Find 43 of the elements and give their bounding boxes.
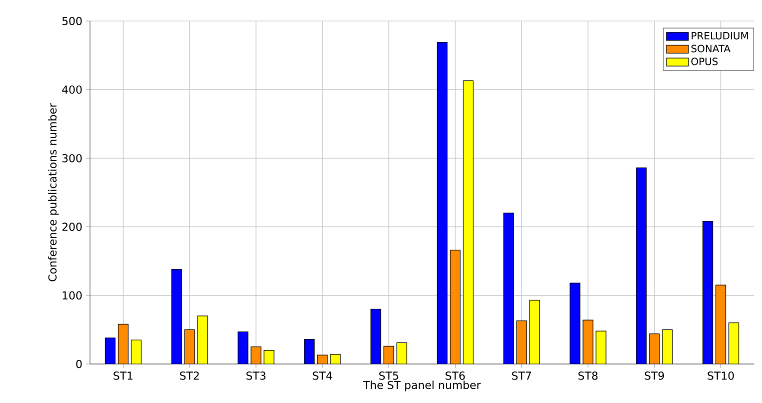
bar [105, 338, 116, 364]
y-tick-label: 400 [62, 85, 82, 94]
bar [463, 80, 474, 364]
legend-label: SONATA [691, 44, 730, 52]
x-tick-label: ST10 [708, 372, 734, 380]
bar [662, 330, 672, 364]
x-axis-title: The ST panel number [363, 380, 481, 392]
bar [172, 269, 182, 364]
bar [184, 330, 195, 364]
y-tick-label: 500 [62, 16, 82, 26]
y-tick-label: 300 [62, 154, 82, 162]
x-tick-label: ST2 [180, 372, 199, 380]
bar [728, 322, 740, 364]
x-tick-label: ST8 [578, 372, 598, 380]
bar [516, 320, 527, 364]
x-tick-label: ST9 [644, 372, 664, 380]
legend-label: OPUS [691, 58, 718, 66]
x-tick-label: ST3 [246, 372, 266, 380]
y-tick-label: 200 [62, 222, 82, 231]
x-tick-label: ST6 [446, 372, 465, 380]
bar [437, 42, 448, 364]
bar [530, 300, 540, 364]
bar [118, 324, 128, 364]
y-axis-title: Conference publications number [48, 103, 59, 282]
bar [131, 340, 142, 364]
x-tick-label: ST5 [379, 372, 398, 380]
legend-label: PRELUDIUM [692, 32, 748, 40]
bar [702, 221, 714, 364]
bar [649, 334, 660, 364]
y-tick-label: 100 [62, 291, 82, 300]
bar [370, 309, 381, 364]
bar [198, 316, 208, 364]
x-tick-label: ST7 [512, 372, 531, 380]
x-tick-label: ST1 [114, 372, 132, 380]
bar [636, 168, 646, 364]
bar [504, 213, 514, 364]
y-tick-label: 0 [76, 360, 82, 368]
bar [450, 250, 460, 364]
bar [396, 342, 407, 364]
bar [304, 339, 314, 364]
bar [716, 284, 726, 364]
x-tick-label: ST4 [312, 372, 332, 380]
bar [384, 346, 394, 364]
